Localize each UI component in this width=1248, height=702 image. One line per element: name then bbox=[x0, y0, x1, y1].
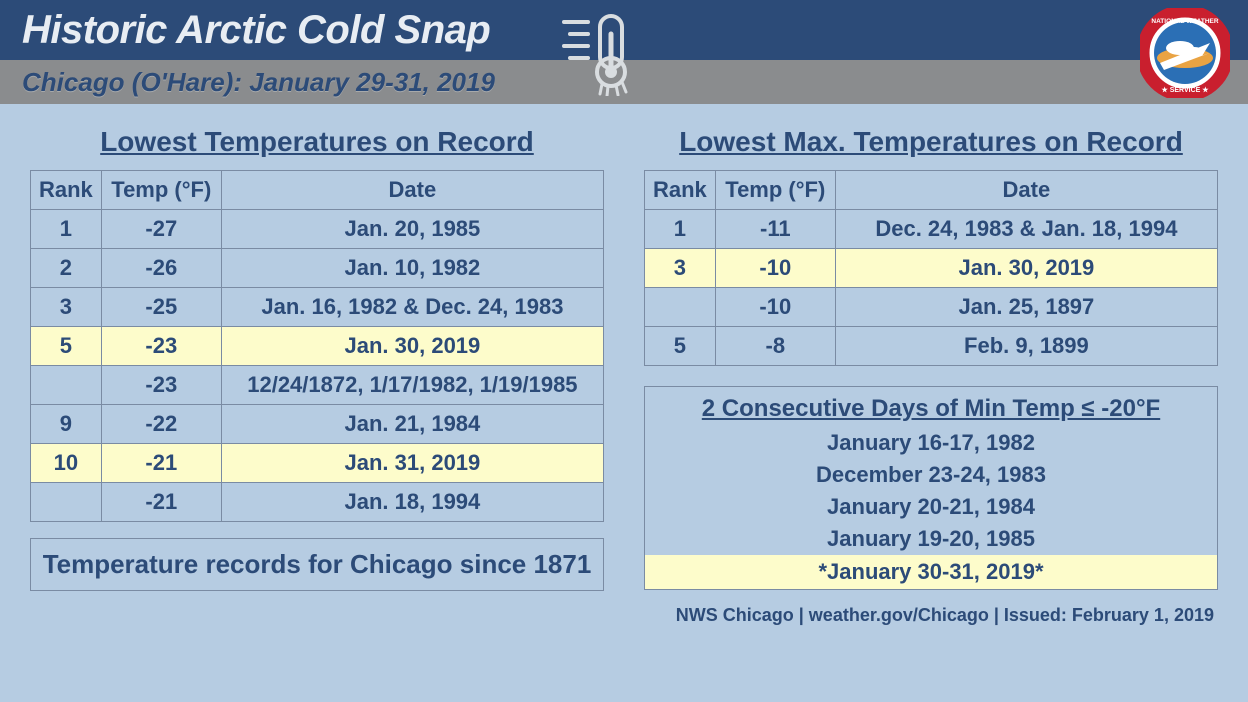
cell-temp: -8 bbox=[715, 327, 835, 366]
col-header-rank: Rank bbox=[645, 171, 716, 210]
cell-rank: 2 bbox=[31, 249, 102, 288]
cell-rank: 3 bbox=[645, 249, 716, 288]
cell-date: Jan. 25, 1897 bbox=[835, 288, 1217, 327]
cell-temp: -26 bbox=[101, 249, 221, 288]
cell-date: 12/24/1872, 1/17/1982, 1/19/1985 bbox=[221, 366, 603, 405]
footer-text: NWS Chicago | weather.gov/Chicago | Issu… bbox=[0, 591, 1248, 626]
caption-box: Temperature records for Chicago since 18… bbox=[30, 538, 604, 591]
consecutive-item: January 19-20, 1985 bbox=[645, 523, 1217, 555]
cell-rank: 9 bbox=[31, 405, 102, 444]
cell-rank: 5 bbox=[645, 327, 716, 366]
cell-rank: 1 bbox=[645, 210, 716, 249]
cell-temp: -21 bbox=[101, 444, 221, 483]
cell-rank bbox=[31, 366, 102, 405]
table-row: -2312/24/1872, 1/17/1982, 1/19/1985 bbox=[31, 366, 604, 405]
col-header-temp: Temp (°F) bbox=[101, 171, 221, 210]
table-header-row: Rank Temp (°F) Date bbox=[31, 171, 604, 210]
table-row: 5-8Feb. 9, 1899 bbox=[645, 327, 1218, 366]
cell-temp: -23 bbox=[101, 327, 221, 366]
table-row: -10Jan. 25, 1897 bbox=[645, 288, 1218, 327]
cell-rank: 1 bbox=[31, 210, 102, 249]
cell-rank: 3 bbox=[31, 288, 102, 327]
consecutive-title: 2 Consecutive Days of Min Temp ≤ -20°F bbox=[645, 387, 1217, 427]
cell-date: Jan. 18, 1994 bbox=[221, 483, 603, 522]
table-row: 3-25Jan. 16, 1982 & Dec. 24, 1983 bbox=[31, 288, 604, 327]
cell-temp: -11 bbox=[715, 210, 835, 249]
table-row: 2-26Jan. 10, 1982 bbox=[31, 249, 604, 288]
left-table-title: Lowest Temperatures on Record bbox=[30, 126, 604, 158]
cell-temp: -10 bbox=[715, 249, 835, 288]
table-row: 1-11Dec. 24, 1983 & Jan. 18, 1994 bbox=[645, 210, 1218, 249]
consecutive-days-box: 2 Consecutive Days of Min Temp ≤ -20°F J… bbox=[644, 386, 1218, 590]
consecutive-item: January 20-21, 1984 bbox=[645, 491, 1217, 523]
col-header-temp: Temp (°F) bbox=[715, 171, 835, 210]
cell-date: Jan. 21, 1984 bbox=[221, 405, 603, 444]
lowest-max-temps-table: Rank Temp (°F) Date 1-11Dec. 24, 1983 & … bbox=[644, 170, 1218, 366]
cell-date: Jan. 10, 1982 bbox=[221, 249, 603, 288]
left-column: Lowest Temperatures on Record Rank Temp … bbox=[30, 126, 604, 591]
cell-date: Jan. 20, 1985 bbox=[221, 210, 603, 249]
header-blue-bar: Historic Arctic Cold Snap NAT bbox=[0, 0, 1248, 60]
table-row: 9-22Jan. 21, 1984 bbox=[31, 405, 604, 444]
table-row: 1-27Jan. 20, 1985 bbox=[31, 210, 604, 249]
consecutive-item: January 16-17, 1982 bbox=[645, 427, 1217, 459]
page-subtitle: Chicago (O'Hare): January 29-31, 2019 bbox=[22, 67, 495, 98]
page-title: Historic Arctic Cold Snap bbox=[22, 8, 490, 53]
right-table-title: Lowest Max. Temperatures on Record bbox=[644, 126, 1218, 158]
table-row: 5-23Jan. 30, 2019 bbox=[31, 327, 604, 366]
cell-temp: -21 bbox=[101, 483, 221, 522]
svg-text:★ SERVICE ★: ★ SERVICE ★ bbox=[1161, 86, 1209, 94]
table-header-row: Rank Temp (°F) Date bbox=[645, 171, 1218, 210]
cell-date: Jan. 30, 2019 bbox=[221, 327, 603, 366]
cell-date: Dec. 24, 1983 & Jan. 18, 1994 bbox=[835, 210, 1217, 249]
consecutive-highlight: *January 30-31, 2019* bbox=[645, 555, 1217, 589]
cell-temp: -10 bbox=[715, 288, 835, 327]
cell-rank: 10 bbox=[31, 444, 102, 483]
col-header-date: Date bbox=[835, 171, 1217, 210]
cell-date: Jan. 30, 2019 bbox=[835, 249, 1217, 288]
table-row: 10-21Jan. 31, 2019 bbox=[31, 444, 604, 483]
table-row: 3-10Jan. 30, 2019 bbox=[645, 249, 1218, 288]
col-header-date: Date bbox=[221, 171, 603, 210]
cell-rank: 5 bbox=[31, 327, 102, 366]
thermometer-icon bbox=[560, 12, 640, 101]
content-area: Lowest Temperatures on Record Rank Temp … bbox=[0, 104, 1248, 591]
cell-rank bbox=[645, 288, 716, 327]
lowest-temps-table: Rank Temp (°F) Date 1-27Jan. 20, 19852-2… bbox=[30, 170, 604, 522]
consecutive-item: December 23-24, 1983 bbox=[645, 459, 1217, 491]
cell-temp: -22 bbox=[101, 405, 221, 444]
cell-rank bbox=[31, 483, 102, 522]
cell-temp: -27 bbox=[101, 210, 221, 249]
right-column: Lowest Max. Temperatures on Record Rank … bbox=[644, 126, 1218, 591]
svg-text:NATIONAL WEATHER: NATIONAL WEATHER bbox=[1151, 18, 1218, 25]
cell-date: Feb. 9, 1899 bbox=[835, 327, 1217, 366]
table-row: -21Jan. 18, 1994 bbox=[31, 483, 604, 522]
cell-date: Jan. 31, 2019 bbox=[221, 444, 603, 483]
cell-temp: -25 bbox=[101, 288, 221, 327]
col-header-rank: Rank bbox=[31, 171, 102, 210]
cell-date: Jan. 16, 1982 & Dec. 24, 1983 bbox=[221, 288, 603, 327]
cell-temp: -23 bbox=[101, 366, 221, 405]
nws-logo-icon: NATIONAL WEATHER ★ SERVICE ★ bbox=[1140, 8, 1230, 103]
